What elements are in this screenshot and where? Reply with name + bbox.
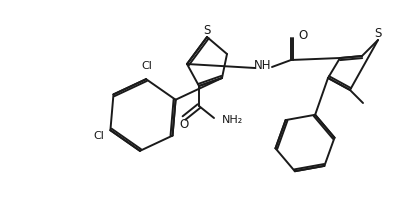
- Text: Cl: Cl: [142, 61, 152, 71]
- Text: S: S: [203, 24, 211, 36]
- Text: NH: NH: [254, 58, 272, 71]
- Text: O: O: [179, 118, 189, 131]
- Text: O: O: [298, 29, 307, 42]
- Text: Cl: Cl: [93, 131, 104, 141]
- Text: NH₂: NH₂: [222, 115, 243, 125]
- Text: S: S: [374, 27, 382, 39]
